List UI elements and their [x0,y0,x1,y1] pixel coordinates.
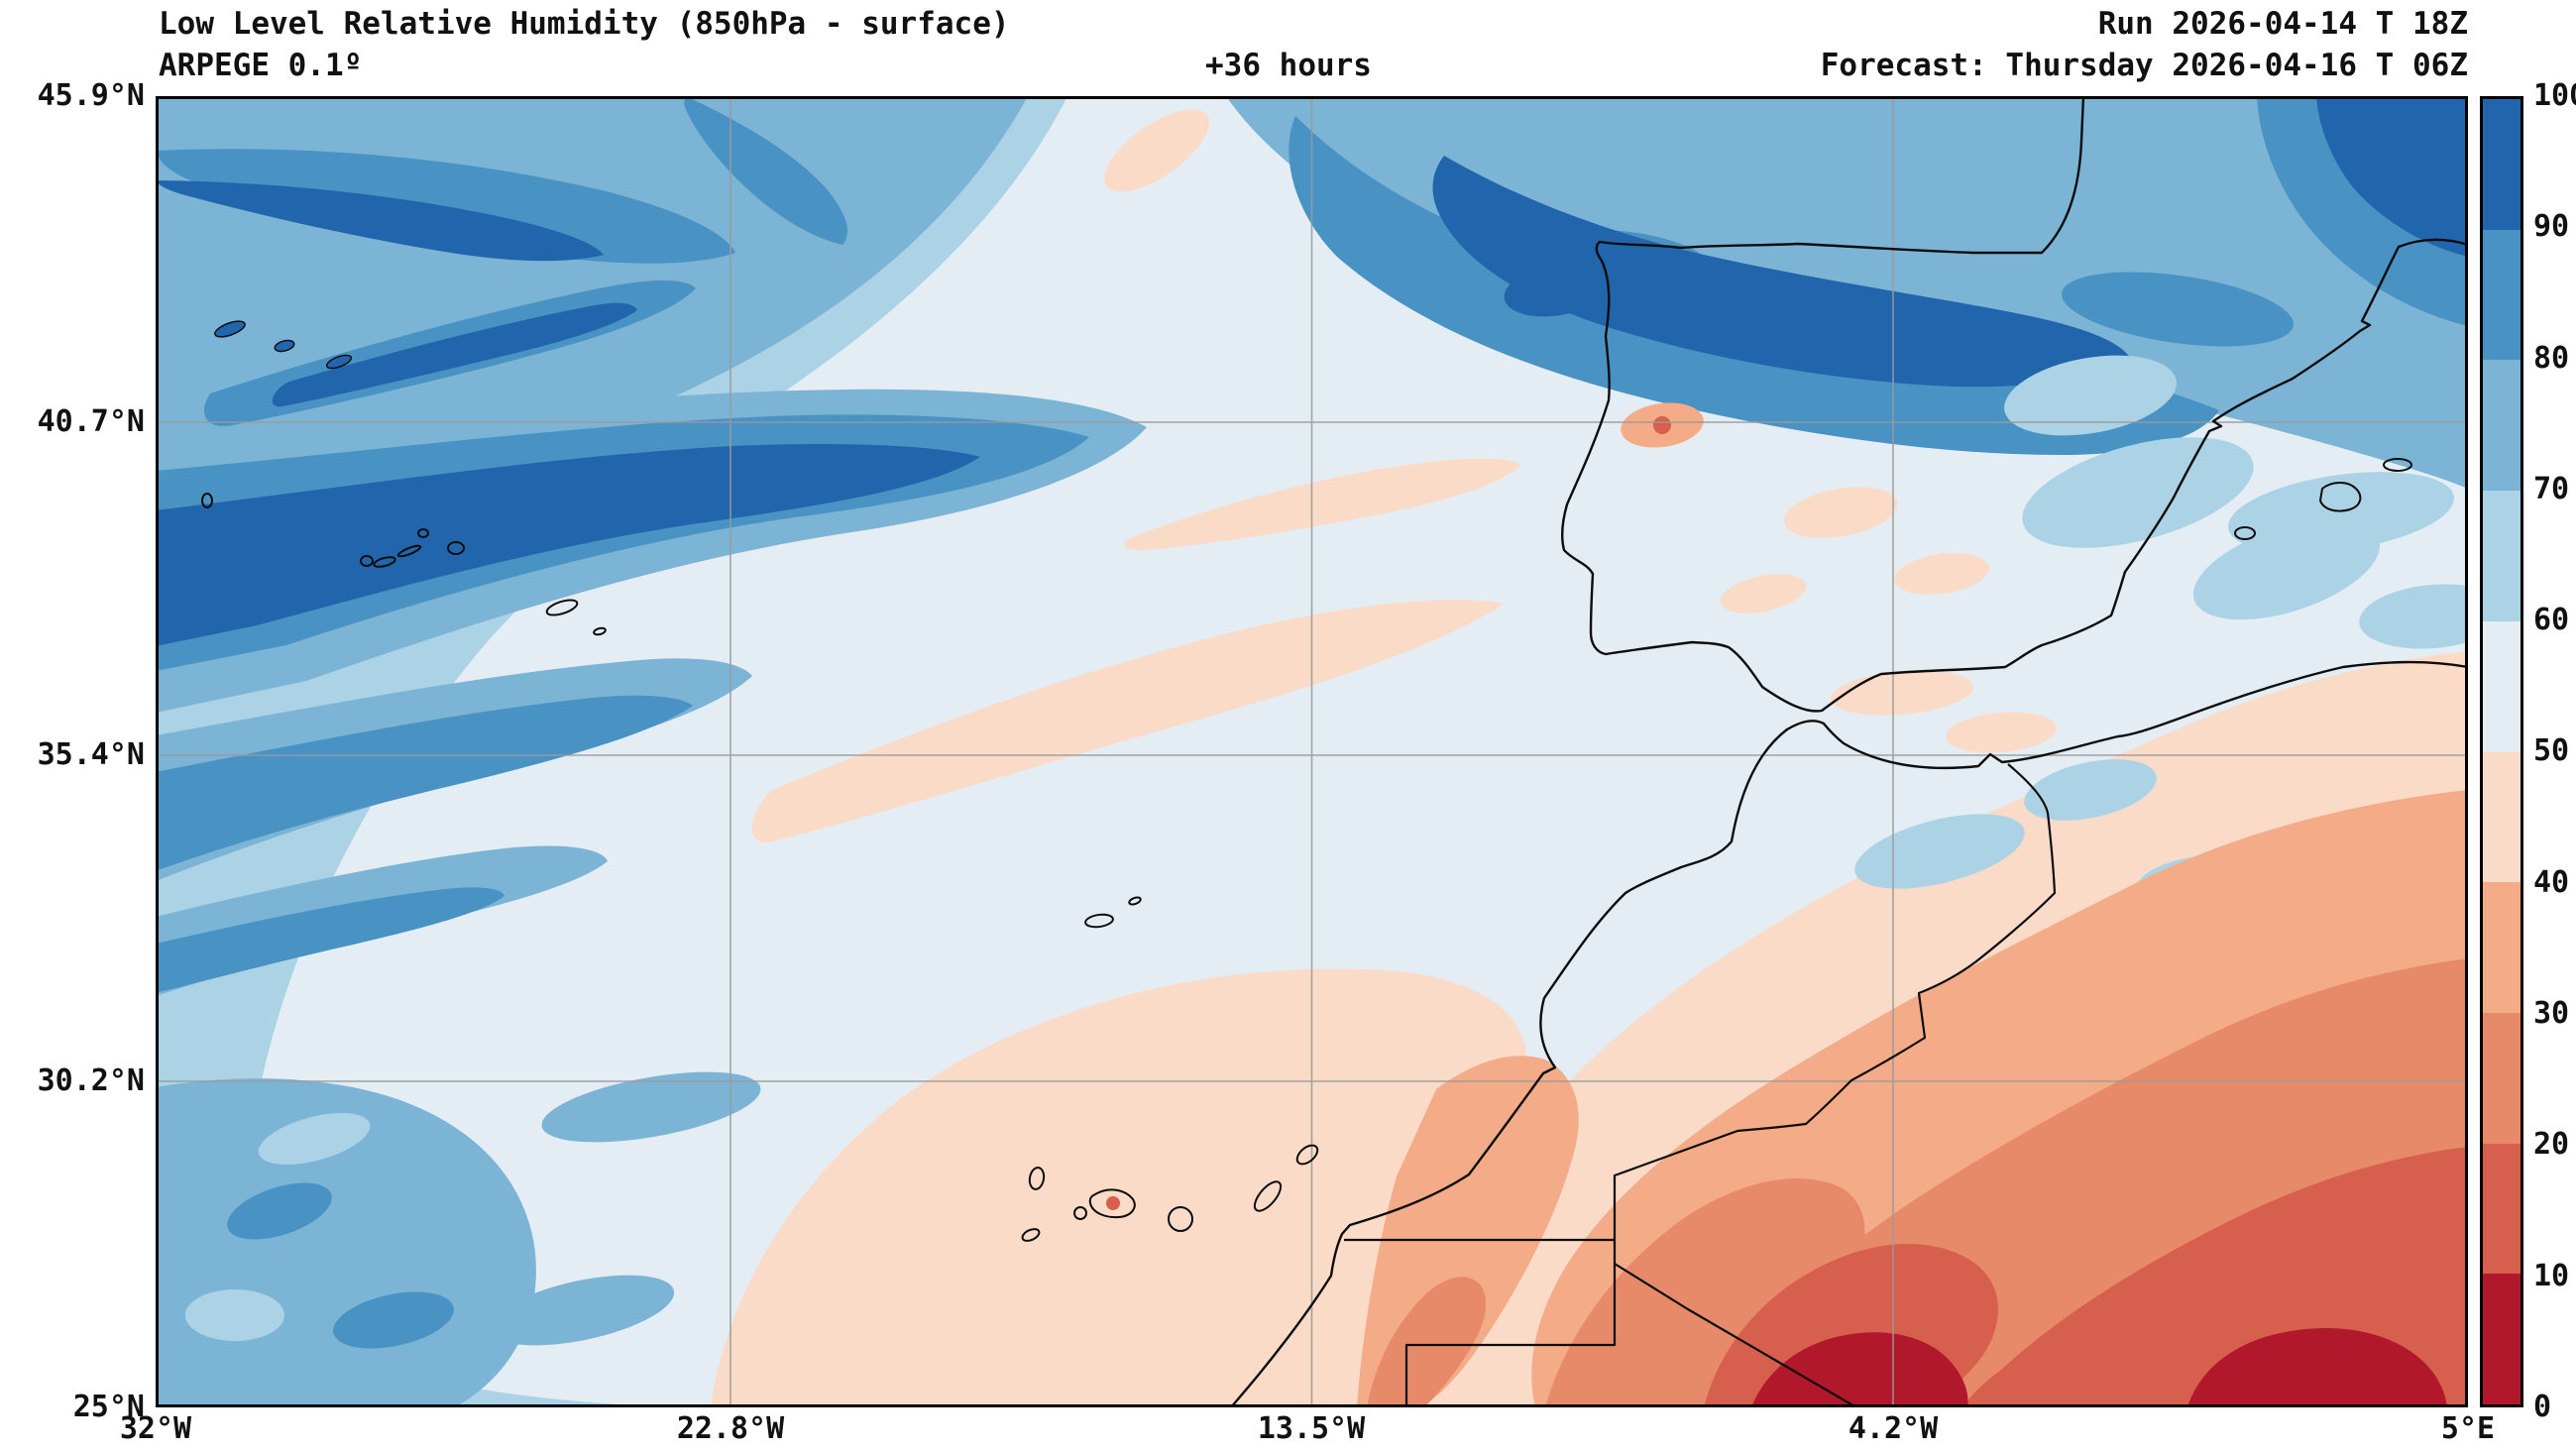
colorbar-segment [2483,882,2520,1013]
island-la-gomera [1073,1206,1087,1220]
colorbar-tick-label: 50 [2533,733,2570,768]
colorbar-tick-label: 60 [2533,603,2570,637]
y-tick-label: 35.4°N [37,737,145,772]
island-sao-miguel [545,599,579,616]
country-borders [1344,763,2057,1407]
islands [201,458,2412,1242]
island-graciosa [417,528,429,538]
y-tick-label: 30.2°N [37,1063,145,1098]
colorbar-tick-label: 70 [2533,472,2570,506]
run-label: Run 2026-04-14 T 18Z [2097,6,2468,42]
dry-spot-n-portugal [1653,416,1671,434]
x-tick-label: 13.5°W [1257,1411,1366,1446]
map-frame [156,96,2468,1407]
rh-0-10-cores [1751,1327,2447,1407]
y-tick-label: 25°N [72,1390,145,1424]
lead-time-label: +36 hours [1205,48,1372,83]
x-tick-label: 4.2°W [1848,1411,1939,1446]
island-el-hierro [1021,1228,1041,1242]
x-tick-label: 22.8°W [676,1411,785,1446]
island-santa-maria [593,626,607,636]
colorbar-segment [2483,620,2520,752]
island-madeira [1084,913,1114,929]
island-faial [360,555,374,567]
colorbar-tick-label: 80 [2533,341,2570,376]
island-flores [201,493,213,508]
colorbar-segment [2483,1143,2520,1275]
humidity-map [156,96,2468,1407]
colorbar-tick-label: 10 [2533,1259,2570,1293]
island-ibiza [2234,526,2256,540]
model-label: ARPEGE 0.1º [159,48,363,83]
island-mallorca [2318,482,2362,512]
coastline-nw-africa [1229,660,2468,1407]
island-fuerteventura [1253,1180,1283,1212]
colorbar-tick-label: 0 [2533,1390,2552,1424]
plot-area [156,96,2468,1407]
colorbar-segment [2483,751,2520,883]
colorbar-tick-label: 20 [2533,1127,2570,1162]
colorbar-tick-label: 90 [2533,209,2570,244]
colorbar-segment [2483,1012,2520,1144]
island-la-palma [1028,1167,1046,1190]
rh-90-100-cores [156,96,2468,646]
colorbar-segment [2483,99,2520,230]
page-title: Low Level Relative Humidity (850hPa - su… [159,6,1010,42]
dry-spot-tenerife [1106,1196,1120,1210]
colorbar-tick-label: 40 [2533,865,2570,900]
island-terceira [447,541,465,555]
y-tick-label: 45.9°N [37,78,145,113]
colorbar-segment [2483,360,2520,492]
island-pico [373,556,396,568]
island-lanzarote [1295,1144,1319,1166]
island-menorca [2383,458,2412,472]
colorbar-segment [2483,1274,2520,1405]
colorbar-tick-label: 30 [2533,996,2570,1031]
x-tick-label: 32°W [119,1411,192,1446]
y-tick-label: 40.7°N [37,404,145,439]
colorbar-segment [2483,491,2520,621]
colorbar-swatches [2483,99,2520,1405]
colorbar [2480,96,2523,1407]
gridlines [156,96,2468,1407]
x-tick-label: 5°E [2440,1411,2496,1446]
colorbar-tick-label: 100 [2533,78,2576,113]
colorbar-segment [2483,229,2520,361]
island-porto-santo [1128,896,1142,906]
coastline-iberia-france [1560,96,2468,713]
island-gran-canaria [1168,1206,1193,1232]
forecast-label: Forecast: Thursday 2026-04-16 T 06Z [1820,48,2468,83]
island-sao-jorge [396,544,422,558]
coastlines [1229,96,2468,1407]
island-tenerife [1088,1188,1136,1219]
